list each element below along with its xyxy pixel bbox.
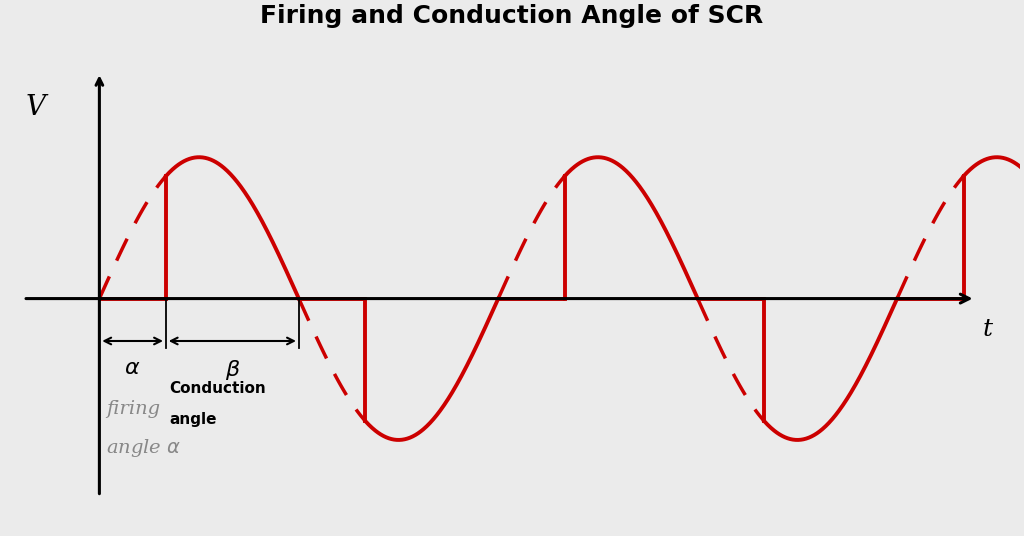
- Title: Firing and Conduction Angle of SCR: Firing and Conduction Angle of SCR: [260, 4, 764, 28]
- Text: firing: firing: [105, 400, 160, 419]
- Text: $\alpha$: $\alpha$: [125, 358, 141, 378]
- Text: t: t: [983, 318, 993, 341]
- Text: angle $\alpha$: angle $\alpha$: [105, 437, 181, 459]
- Text: angle: angle: [169, 412, 216, 427]
- Text: Conduction: Conduction: [169, 381, 266, 396]
- Text: $\beta$: $\beta$: [224, 358, 240, 382]
- Text: V: V: [26, 94, 46, 121]
